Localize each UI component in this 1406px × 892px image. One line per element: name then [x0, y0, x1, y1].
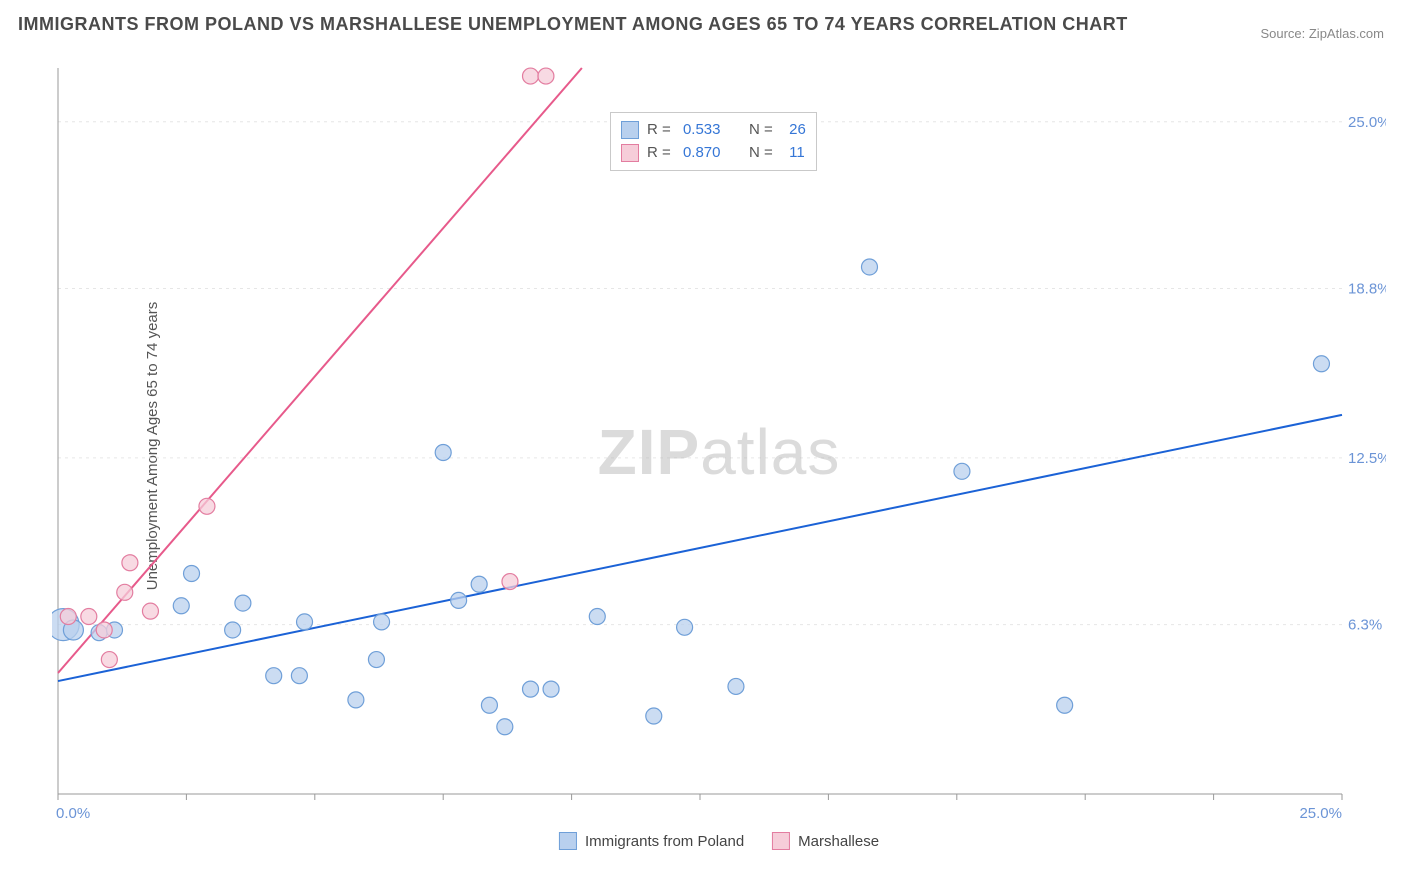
scatter-point	[677, 619, 693, 635]
y-tick-label: 25.0%	[1348, 114, 1386, 131]
scatter-point	[502, 574, 518, 590]
chart-title: IMMIGRANTS FROM POLAND VS MARSHALLESE UN…	[18, 14, 1128, 35]
n-value: 11	[785, 142, 805, 165]
scatter-point	[96, 622, 112, 638]
scatter-point	[101, 652, 117, 668]
scatter-point	[451, 592, 467, 608]
r-value: 0.533	[683, 119, 721, 142]
scatter-point	[235, 595, 251, 611]
n-value: 26	[785, 119, 806, 142]
stats-legend-row: R = 0.533 N = 26	[621, 119, 806, 142]
scatter-point	[122, 555, 138, 571]
bottom-legend: Immigrants from Poland Marshallese	[559, 832, 879, 850]
scatter-point	[589, 609, 605, 625]
legend-swatch	[621, 121, 639, 139]
scatter-point	[225, 622, 241, 638]
legend-swatch	[559, 832, 577, 850]
source-name: ZipAtlas.com	[1309, 26, 1384, 41]
scatter-point	[291, 668, 307, 684]
y-tick-label: 18.8%	[1348, 280, 1386, 297]
scatter-point	[81, 609, 97, 625]
scatter-point	[142, 603, 158, 619]
scatter-point	[543, 681, 559, 697]
scatter-point	[497, 719, 513, 735]
scatter-point	[60, 609, 76, 625]
scatter-point	[368, 652, 384, 668]
y-tick-label: 12.5%	[1348, 450, 1386, 467]
scatter-point	[646, 708, 662, 724]
scatter-point	[471, 576, 487, 592]
source-line: Source: ZipAtlas.com	[1260, 26, 1384, 41]
scatter-point	[348, 692, 364, 708]
scatter-point	[861, 259, 877, 275]
scatter-point	[1313, 356, 1329, 372]
stats-legend-box: R = 0.533 N = 26R = 0.870 N = 11	[610, 112, 817, 171]
r-label: R =	[647, 142, 675, 165]
scatter-point	[297, 614, 313, 630]
scatter-point	[523, 681, 539, 697]
source-prefix: Source:	[1260, 26, 1308, 41]
r-label: R =	[647, 119, 675, 142]
bottom-legend-item: Immigrants from Poland	[559, 832, 744, 850]
chart-container: IMMIGRANTS FROM POLAND VS MARSHALLESE UN…	[0, 0, 1406, 892]
scatter-point	[954, 463, 970, 479]
scatter-point	[117, 584, 133, 600]
n-label: N =	[749, 119, 777, 142]
bottom-legend-item: Marshallese	[772, 832, 879, 850]
scatter-point	[523, 68, 539, 84]
scatter-point	[199, 498, 215, 514]
r-value: 0.870	[683, 142, 721, 165]
scatter-point	[1057, 697, 1073, 713]
scatter-point	[184, 566, 200, 582]
y-tick-label: 6.3%	[1348, 617, 1382, 634]
scatter-point	[173, 598, 189, 614]
x-tick-label-min: 0.0%	[56, 805, 90, 822]
scatter-point	[435, 445, 451, 461]
scatter-point	[266, 668, 282, 684]
stats-legend-row: R = 0.870 N = 11	[621, 142, 806, 165]
series-name-label: Immigrants from Poland	[585, 833, 744, 850]
scatter-point	[374, 614, 390, 630]
scatter-point	[481, 697, 497, 713]
legend-swatch	[772, 832, 790, 850]
chart-area: 6.3%12.5%18.8%25.0%0.0%25.0% ZIPatlas R …	[52, 50, 1386, 854]
legend-swatch	[621, 144, 639, 162]
scatter-point	[538, 68, 554, 84]
series-name-label: Marshallese	[798, 833, 879, 850]
scatter-point	[728, 678, 744, 694]
n-label: N =	[749, 142, 777, 165]
x-tick-label-max: 25.0%	[1299, 805, 1342, 822]
